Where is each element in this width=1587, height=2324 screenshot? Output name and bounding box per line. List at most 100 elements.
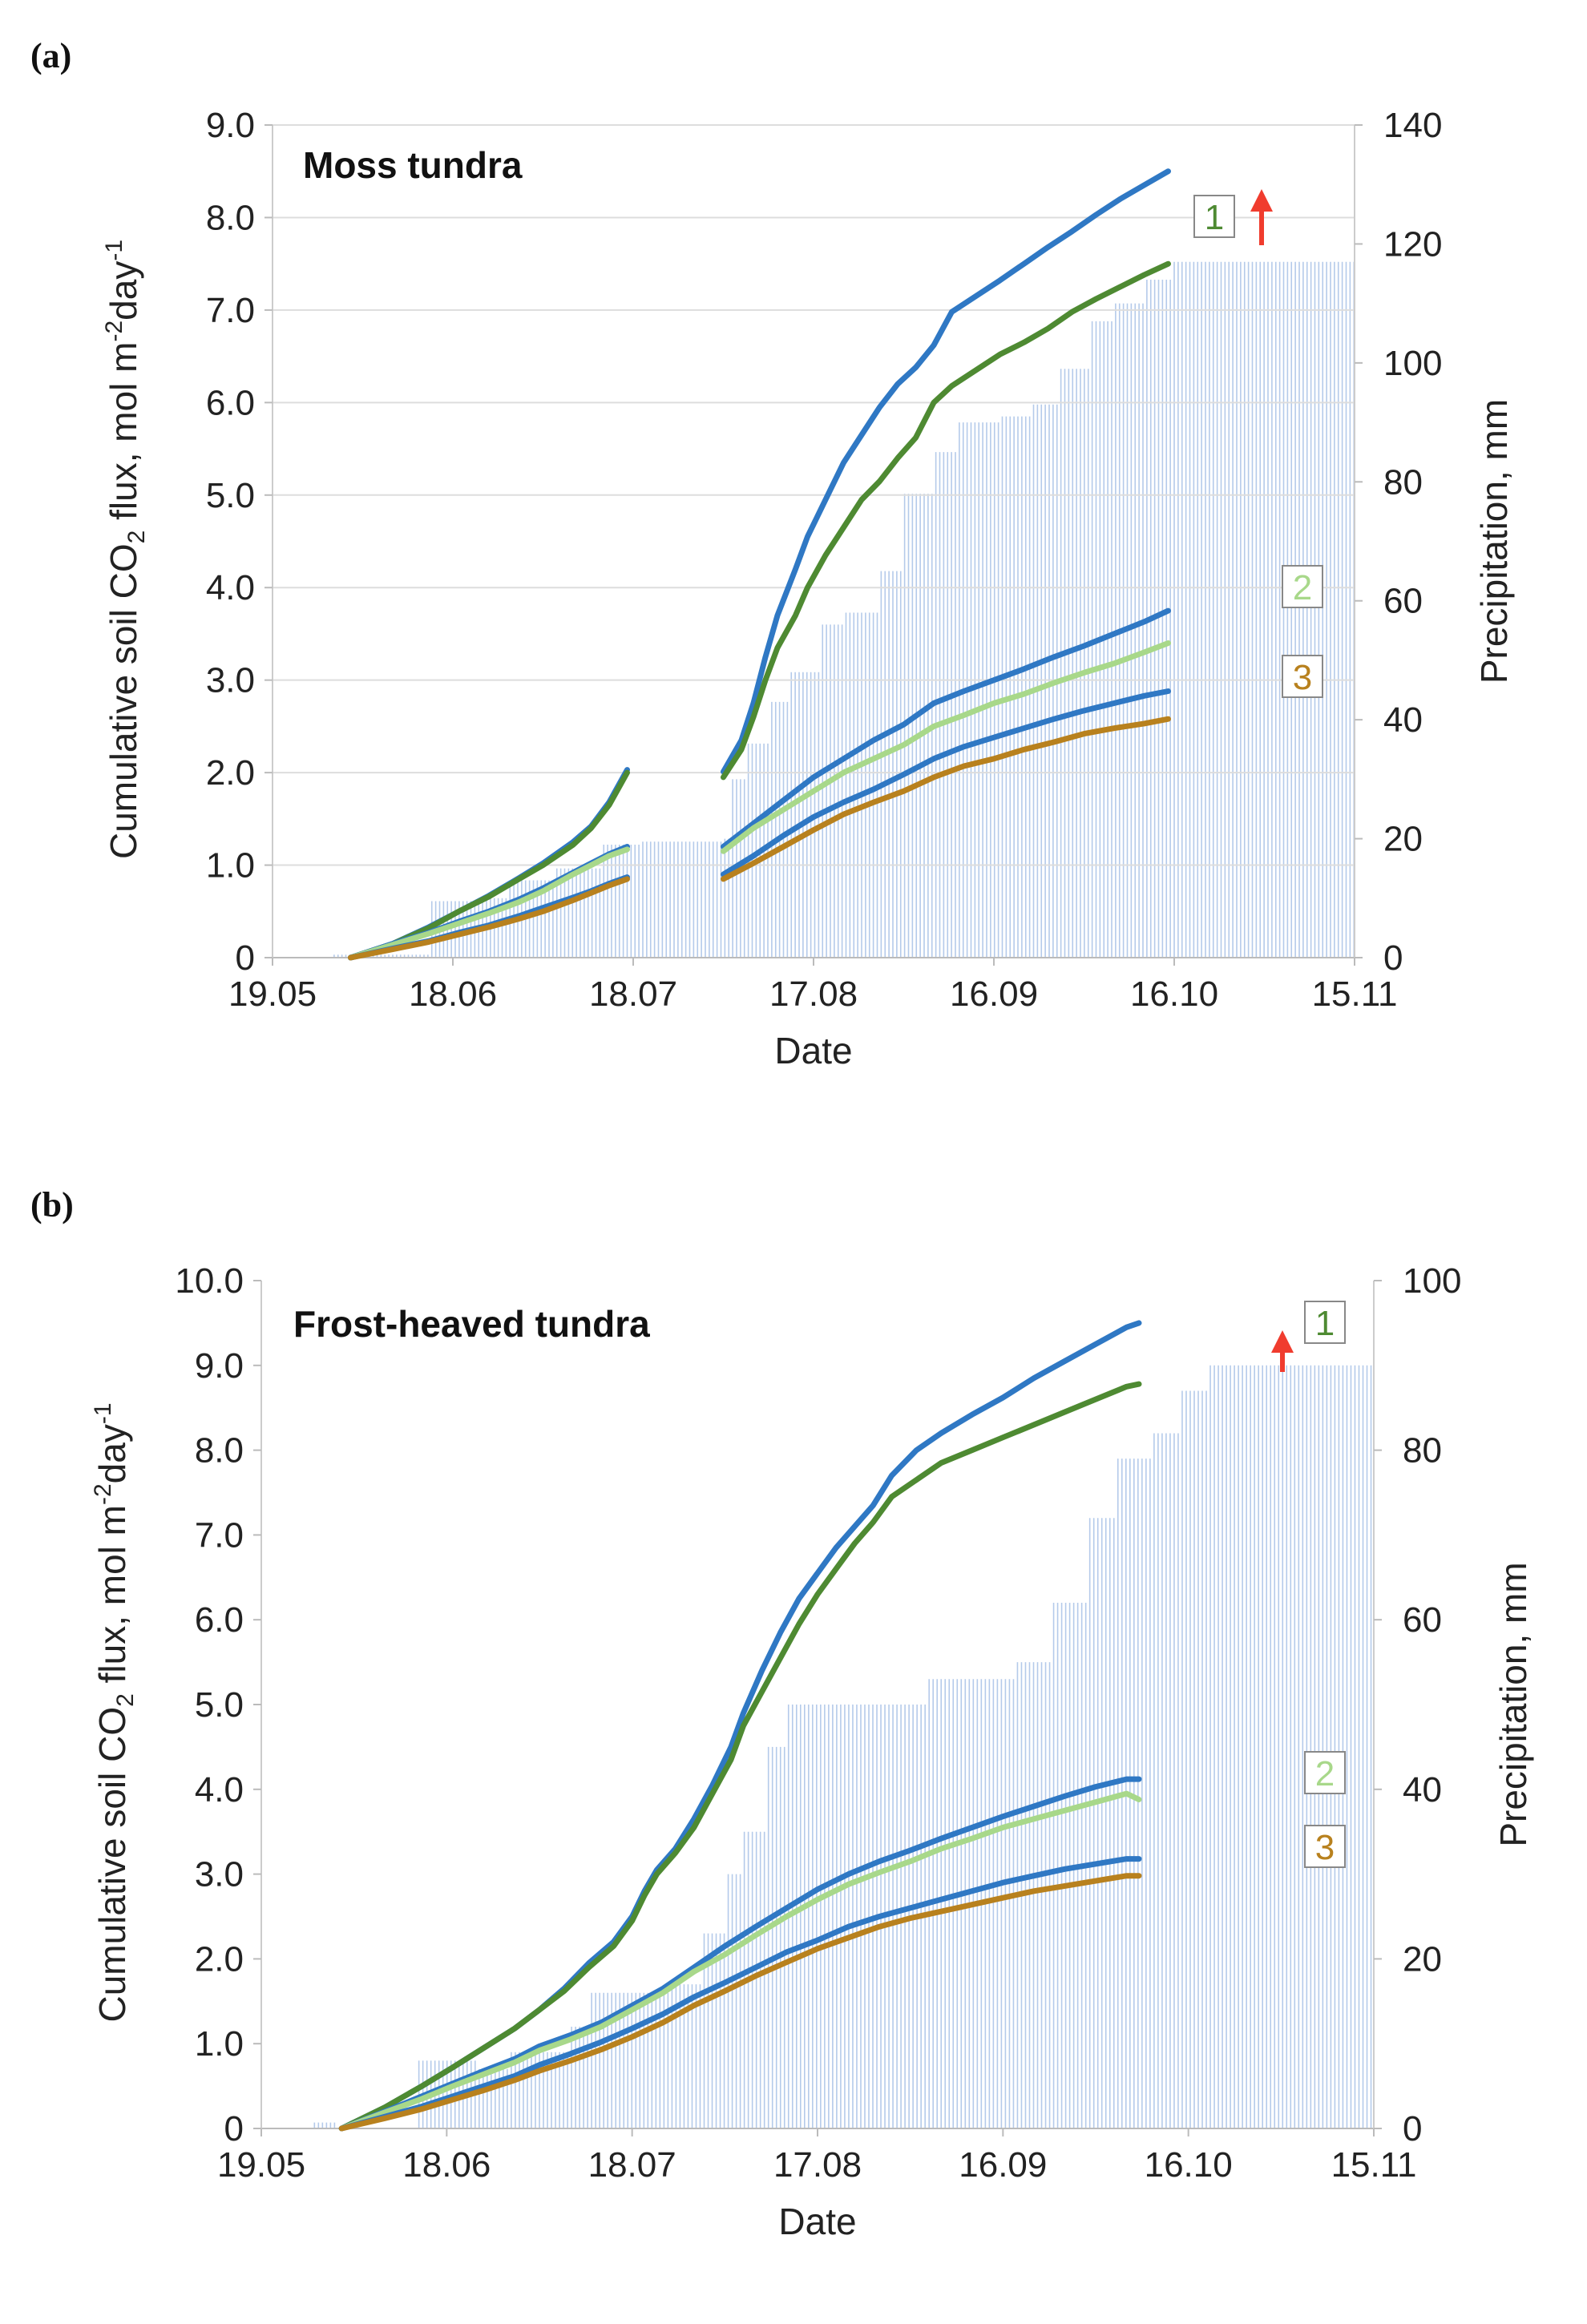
series-line [348, 876, 630, 961]
y2-tick-label: 20 [1403, 1939, 1442, 1979]
y-axis-title: Cumulative soil CO2 flux, mol m-2day-1 [101, 240, 150, 859]
panel-label-b: (b) [30, 1185, 74, 1225]
series-line [721, 260, 1171, 781]
series-4 [338, 1790, 1142, 2132]
y2-tick-label: 40 [1403, 1770, 1442, 1810]
series-number-box [1282, 655, 1323, 698]
y2-tick-label: 100 [1403, 1261, 1461, 1301]
x-axis-title: Date [778, 2201, 856, 2242]
series-number-label: 1 [1315, 1304, 1335, 1343]
series-line [348, 846, 630, 961]
x-tick-label: 19.05 [228, 974, 317, 1014]
x-tick-label: 17.08 [773, 2145, 862, 2185]
y-tick-label: 7.0 [206, 291, 255, 330]
y-axis-title-part: -2 [90, 1483, 116, 1505]
x-tick-label: 15.11 [1312, 974, 1398, 1014]
series-line [721, 607, 1171, 849]
series-number-box [1193, 195, 1235, 238]
series-4 [348, 640, 1171, 961]
y-tick-label: 9.0 [195, 1346, 244, 1386]
y-tick-label: 6.0 [206, 383, 255, 422]
y-axis-title-part: 2 [123, 531, 150, 544]
y-tick-label: 3.0 [195, 1855, 244, 1894]
y2-tick-label: 80 [1383, 462, 1423, 502]
y2-tick-label: 60 [1383, 582, 1423, 621]
y-tick-label: 8.0 [206, 198, 255, 237]
y-tick-label: 2.0 [195, 1939, 244, 1979]
y-axis-title-part: Cumulative soil CO [103, 543, 144, 859]
y-tick-label: 3.0 [206, 661, 255, 700]
panel-a: 0 1.0 2.0 3.0 4.0 5.0 6.0 7.0 8.0 9.0 0 20 40 60 80 100… [101, 106, 1515, 1071]
y-tick-label: 8.0 [195, 1431, 244, 1471]
x-tick-label: 18.07 [589, 974, 677, 1014]
panel-b: 0 1.0 2.0 3.0 4.0 5.0 6.0 7.0 8.0 9.0 10.0 0 20 40 60 8… [90, 1261, 1534, 2242]
y2-tick-label: 60 [1403, 1600, 1442, 1640]
x-axis-title: Date [774, 1030, 852, 1071]
y2-tick-label: 0 [1383, 938, 1403, 978]
y2-axis-title: Precipitation, mm [1473, 399, 1515, 684]
x-tick-label: 19.05 [217, 2145, 305, 2185]
y-tick-label: 10.0 [175, 1261, 244, 1301]
y-tick-label: 1.0 [195, 2024, 244, 2064]
series-line [348, 769, 630, 961]
series-number-label: 2 [1315, 1754, 1335, 1793]
series-line [338, 1873, 1142, 2132]
series-number-label: 3 [1315, 1828, 1335, 1867]
x-tick-label: 17.08 [769, 974, 858, 1014]
y-tick-label: 4.0 [206, 568, 255, 607]
y-axis-title-part: flux, mol m [103, 342, 144, 531]
series-line [721, 716, 1171, 882]
series-number-box [1304, 1751, 1346, 1794]
y-tick-label: 5.0 [195, 1685, 244, 1725]
y-tick-label: 6.0 [195, 1600, 244, 1640]
series-number-label: 3 [1293, 658, 1312, 697]
y-tick-label: 1.0 [206, 846, 255, 886]
series-line [721, 688, 1171, 878]
chart-title: Moss tundra [303, 144, 523, 186]
x-tick-label: 18.07 [588, 2145, 676, 2185]
panel-label-a: (a) [30, 36, 72, 75]
series-number-box [1304, 1301, 1346, 1344]
precipitation-bars [313, 1365, 1372, 2128]
y-tick-label: 5.0 [206, 476, 255, 515]
series-number-box [1304, 1825, 1346, 1868]
precipitation-bars [333, 261, 1355, 958]
y-tick-label: 2.0 [206, 753, 255, 793]
series-6 [348, 716, 1171, 961]
x-tick-label: 16.10 [1145, 2145, 1233, 2185]
x-tick-label: 15.11 [1331, 2145, 1417, 2185]
x-tick-label: 16.09 [959, 2145, 1047, 2185]
y2-tick-label: 100 [1383, 344, 1442, 383]
series-2 [338, 1381, 1142, 2132]
y-axis-title-part: Cumulative soil CO [91, 1707, 133, 2023]
y-axis-title-part: -1 [90, 1402, 116, 1424]
y-axis-title-part: day [103, 261, 144, 321]
series-number-label: 1 [1205, 198, 1224, 237]
series-3 [338, 1776, 1142, 2132]
x-tick-label: 18.06 [402, 2145, 491, 2185]
y-tick-label: 0 [236, 938, 255, 978]
y-axis-title-part: flux, mol m [91, 1505, 133, 1693]
y-axis-title-part: day [91, 1424, 133, 1483]
y-tick-label: 9.0 [206, 106, 255, 145]
y2-tick-label: 0 [1403, 2109, 1422, 2148]
series-line [338, 1856, 1142, 2132]
x-tick-label: 18.06 [409, 974, 497, 1014]
series-number-label: 2 [1293, 568, 1312, 607]
y-tick-label: 0 [224, 2109, 244, 2148]
y-axis-title-part: 2 [112, 1693, 139, 1707]
y2-tick-label: 140 [1383, 106, 1442, 145]
y-tick-label: 7.0 [195, 1515, 244, 1555]
series-line [721, 640, 1171, 854]
series-5 [338, 1856, 1142, 2132]
y-tick-label: 4.0 [195, 1770, 244, 1810]
chart-title: Frost-heaved tundra [293, 1303, 650, 1345]
y-axis-title-part: -1 [101, 240, 127, 261]
y2-axis-title: Precipitation, mm [1492, 1562, 1534, 1846]
series-number-box [1282, 565, 1323, 608]
y2-tick-label: 120 [1383, 224, 1442, 264]
red-arrow-head [1271, 1330, 1294, 1353]
y2-tick-label: 80 [1403, 1431, 1442, 1471]
x-tick-label: 16.09 [950, 974, 1038, 1014]
